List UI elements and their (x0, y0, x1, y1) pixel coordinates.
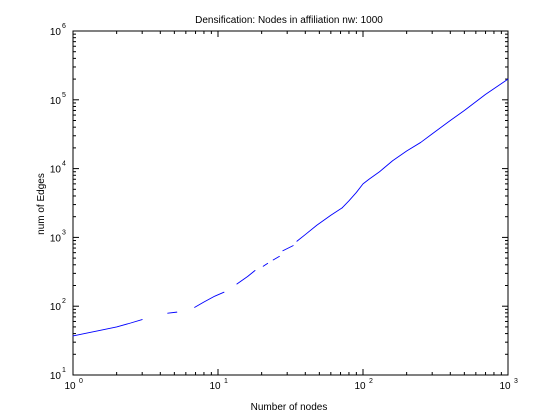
y-tick-label-exponent: 3 (62, 229, 66, 236)
y-tick-label-base: 10 (50, 302, 62, 313)
y-tick-label-exponent: 2 (62, 298, 66, 305)
y-tick-label: 105 (50, 92, 66, 107)
y-minor-ticks (73, 33, 508, 355)
y-tick-label-base: 10 (50, 165, 62, 176)
series-line-segment (296, 207, 343, 242)
series-line-segment (194, 291, 225, 308)
y-tick-label-base: 10 (50, 233, 62, 244)
y-tick-label-exponent: 1 (62, 367, 66, 374)
x-tick-label: 10 1 (209, 378, 228, 392)
y-tick-label-exponent: 4 (62, 161, 66, 168)
y-tick-label-exponent: 6 (62, 23, 66, 30)
y-tick-label-base: 10 (50, 96, 62, 107)
y-tick-label: 106 (50, 23, 66, 38)
plot-frame (72, 30, 509, 376)
x-tick-labels: 10 0 10 1 10 2 10 3 (64, 378, 518, 392)
series-line-segment (167, 311, 178, 314)
series-line-segment (262, 262, 269, 267)
x-axis-label: Number of nodes (251, 402, 328, 413)
x-minor-ticks (116, 31, 502, 375)
y-tick-label-base: 10 (50, 371, 62, 382)
y-tick-label-base: 10 (50, 27, 62, 38)
x-tick-label: 10 2 (354, 378, 373, 392)
x-tick-label-exponent: 2 (369, 378, 373, 385)
y-tick-label: 101 (50, 367, 66, 382)
x-tick-label: 10 3 (499, 378, 518, 392)
series-line-segment (236, 270, 256, 285)
x-major-ticks (72, 31, 509, 375)
series-line-segment (341, 78, 509, 209)
y-tick-label: 102 (50, 298, 66, 313)
series-line-segment (72, 319, 143, 337)
series-group (72, 78, 509, 337)
y-axis-label: num of Edges (36, 173, 47, 235)
x-tick-label-base: 10 (354, 381, 366, 392)
chart-title: Densification: Nodes in affiliation nw: … (195, 15, 383, 26)
x-tick-label-base: 10 (64, 381, 76, 392)
x-tick-label-exponent: 1 (224, 378, 228, 385)
x-tick-label-base: 10 (499, 381, 511, 392)
y-tick-label: 103 (50, 229, 66, 244)
series-line-segment (282, 245, 294, 252)
x-tick-label-exponent: 3 (514, 378, 518, 385)
series-line-segment (272, 255, 280, 261)
y-tick-label: 104 (50, 161, 66, 176)
y-tick-label-exponent: 5 (62, 92, 66, 99)
y-major-ticks (73, 30, 508, 376)
x-tick-label: 10 0 (64, 378, 83, 392)
x-tick-label-base: 10 (209, 381, 221, 392)
x-tick-label-exponent: 0 (79, 378, 83, 385)
